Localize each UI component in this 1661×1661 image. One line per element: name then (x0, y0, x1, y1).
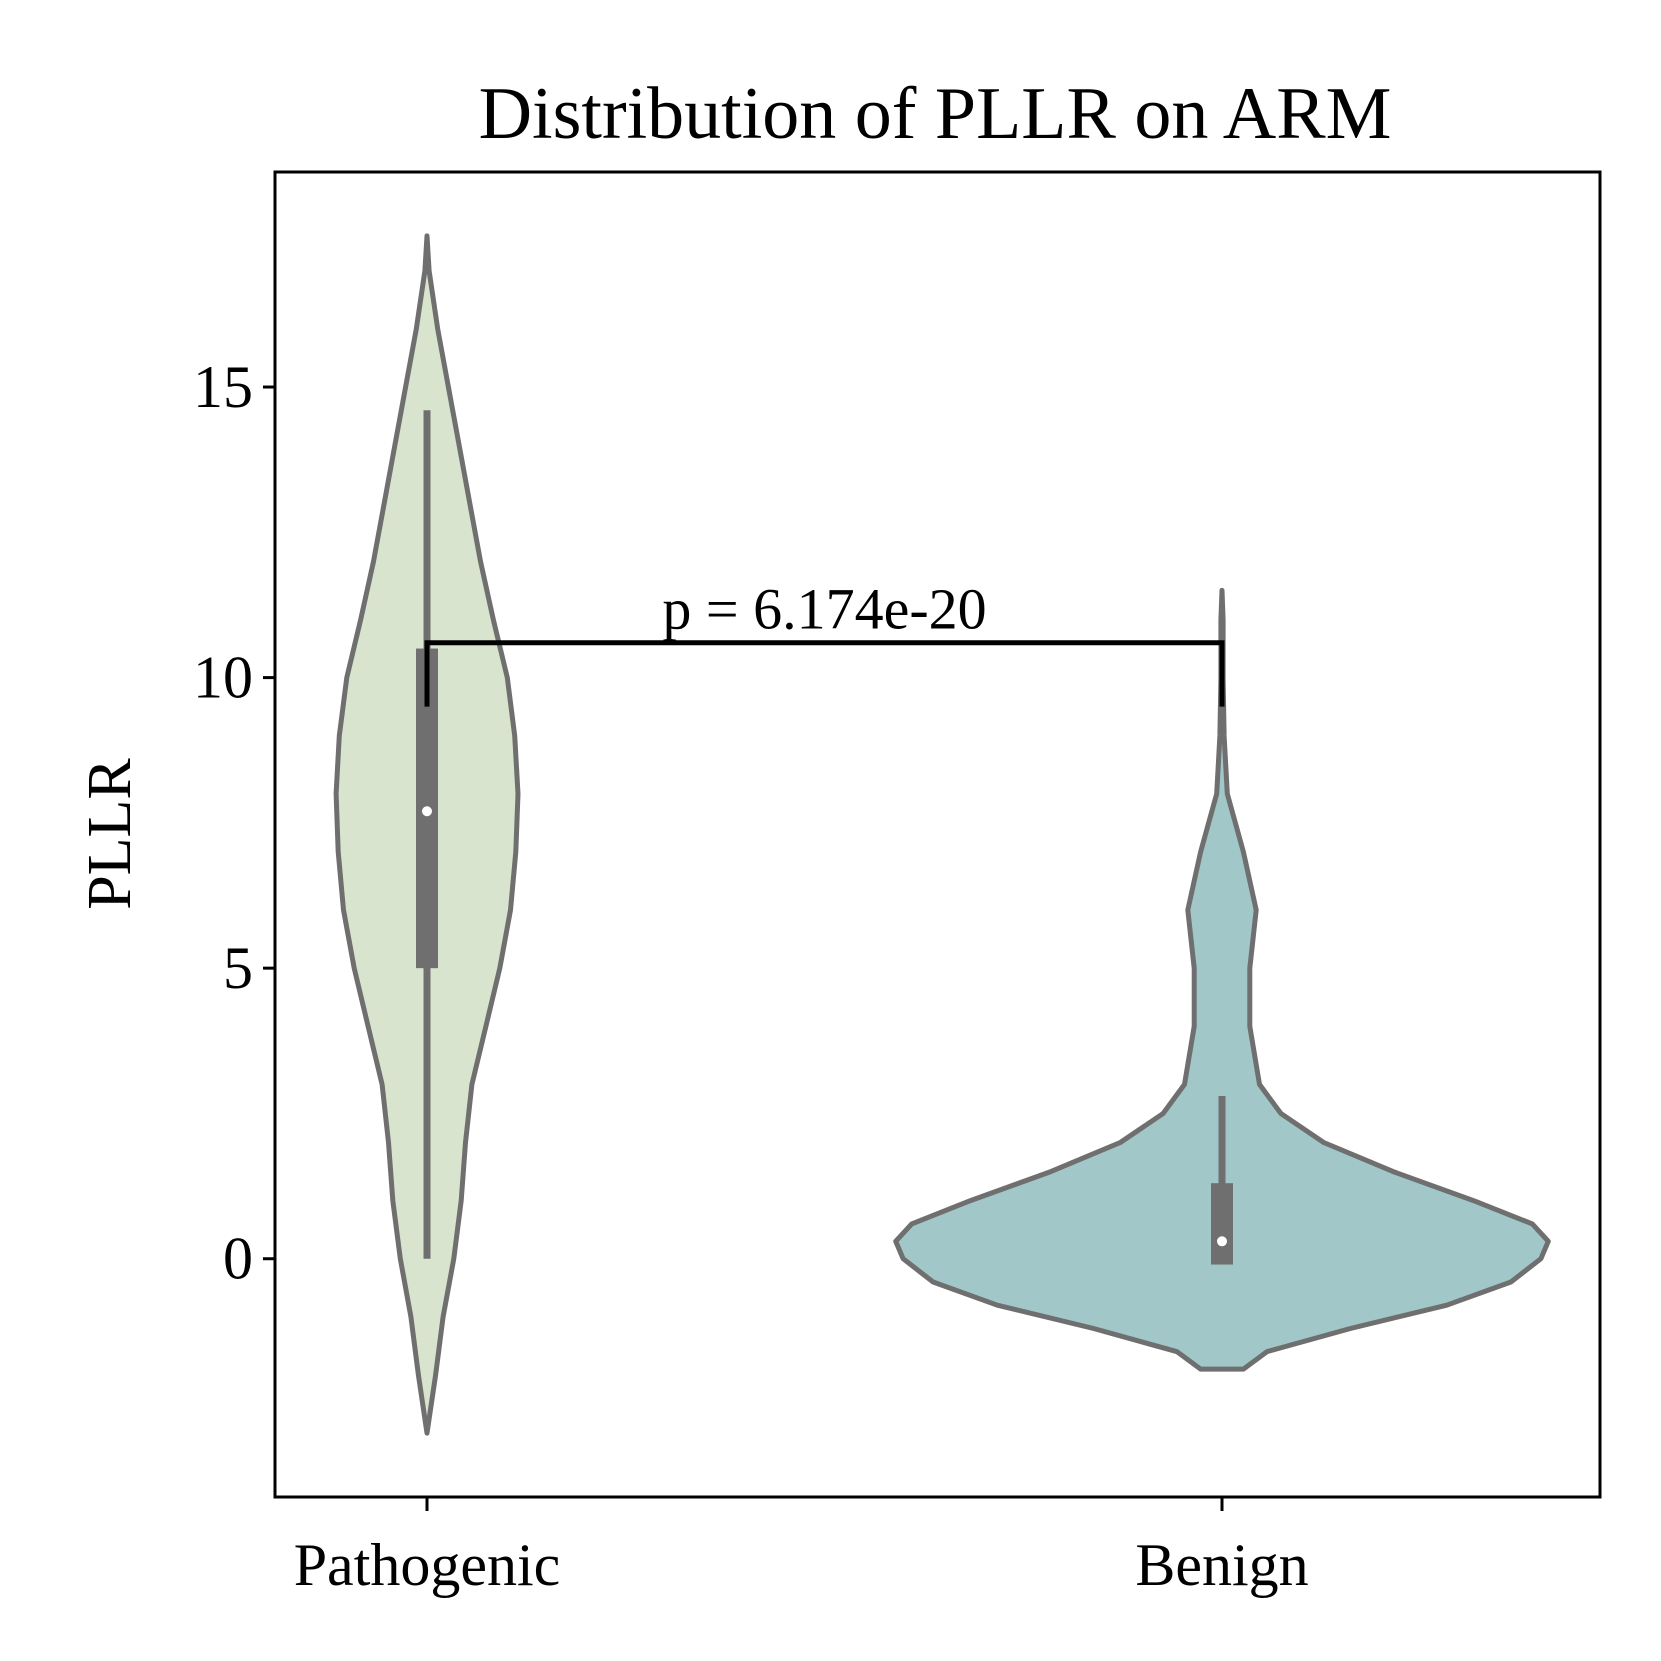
y-tick-label: 0 (223, 1226, 253, 1292)
x-tick-label-benign: Benign (1135, 1532, 1308, 1598)
x-axis: Pathogenic Benign (294, 1497, 1309, 1598)
iqr-box-benign (1211, 1183, 1233, 1265)
chart-title: Distribution of PLLR on ARM (479, 73, 1392, 155)
x-tick-label-pathogenic: Pathogenic (294, 1532, 561, 1598)
violin-benign (893, 587, 1551, 1372)
median-dot-pathogenic (422, 806, 432, 817)
p-value-label: p = 6.174e-20 (662, 577, 986, 642)
median-dot-benign (1217, 1236, 1227, 1247)
significance-annotation: p = 6.174e-20 (424, 577, 1225, 707)
y-tick-label: 15 (193, 354, 253, 420)
y-tick-label: 10 (193, 645, 253, 711)
y-axis-label: PLLR (76, 758, 144, 910)
plot-area (333, 233, 1551, 1436)
axes-frame (273, 170, 1602, 1499)
y-tick-label: 5 (223, 935, 253, 1001)
y-axis: 0 5 10 15 (193, 354, 275, 1292)
significance-bracket (424, 640, 1225, 707)
